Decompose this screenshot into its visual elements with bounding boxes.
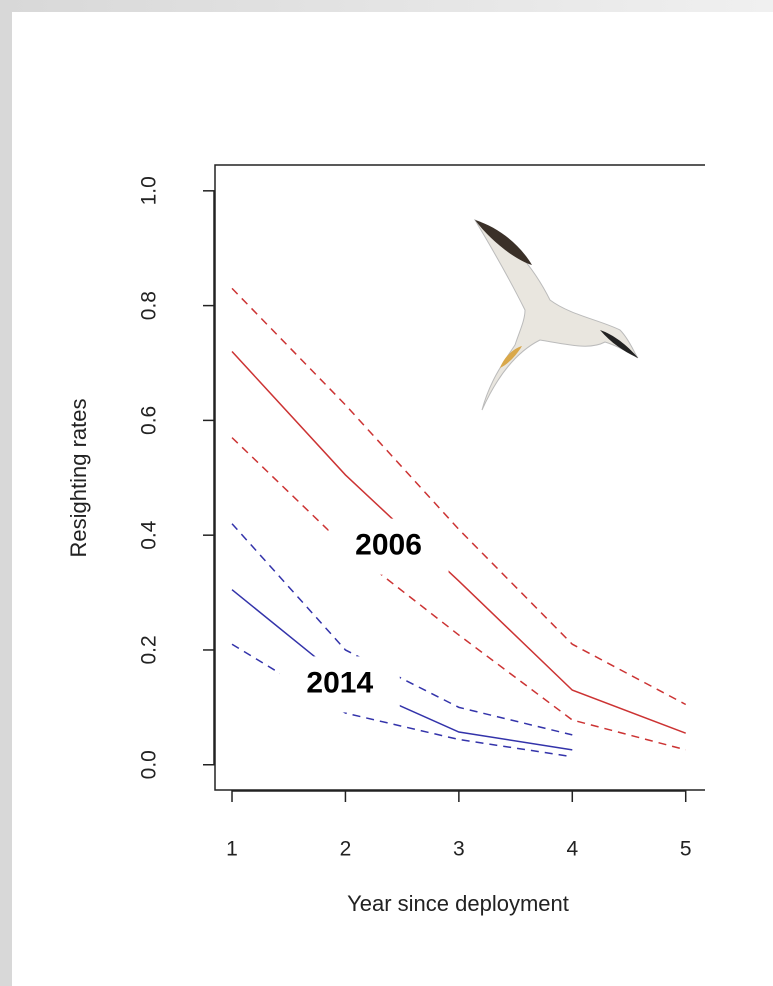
series-line: [231, 437, 686, 751]
series-line: [231, 589, 573, 751]
annotation: 2006: [355, 529, 422, 562]
bird: [473, 218, 639, 411]
x-axis-label: Year since deployment: [347, 891, 569, 916]
y-tick-label: 0.4: [138, 520, 161, 550]
y-tick-label: 0.2: [138, 635, 161, 664]
x-tick-label: 5: [680, 838, 692, 861]
x-tick-label: 4: [566, 838, 578, 861]
x-tick-label: 1: [226, 838, 238, 861]
y-tick-label: 1.0: [138, 176, 161, 205]
y-tick-label: 0.0: [138, 750, 161, 779]
series-line: [231, 523, 573, 736]
plot-box: [214, 164, 705, 791]
annotation-bg: [279, 656, 400, 713]
y-tick-label: 0.6: [138, 406, 161, 435]
background: [12, 12, 773, 986]
series-line: [231, 351, 686, 734]
x-tick-label: 2: [340, 838, 352, 861]
annotation-bg: [328, 518, 449, 575]
y-axis-label: Resighting rates: [66, 399, 91, 558]
plot: Resighting rates Year since deployment 0…: [66, 164, 705, 916]
y-tick-label: 0.8: [138, 291, 161, 320]
x-tick-label: 3: [453, 838, 465, 861]
series-line: [231, 287, 687, 706]
annotation: 2014: [306, 666, 373, 699]
chart: Resighting rates Year since deployment 0…: [12, 12, 773, 986]
